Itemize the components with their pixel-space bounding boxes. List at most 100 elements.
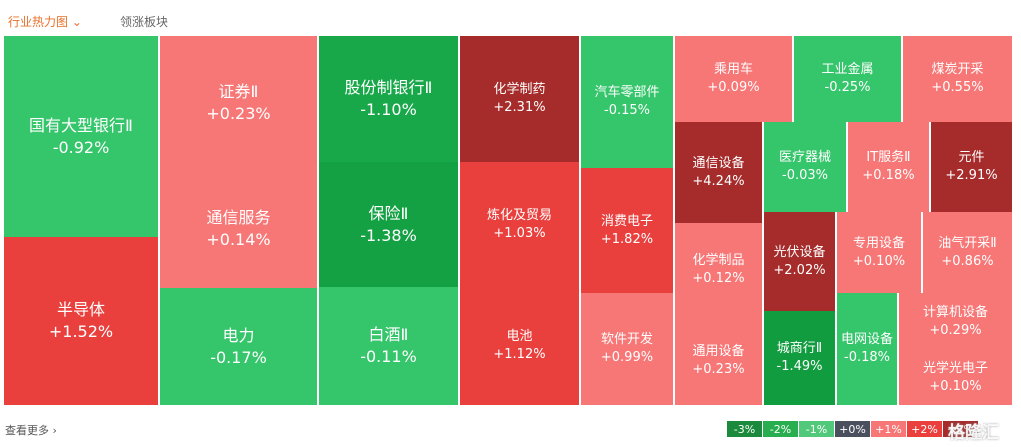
tile[interactable]: 城商行Ⅱ -1.49%	[764, 311, 835, 405]
tile-name: 光学光电子	[922, 360, 988, 376]
tile[interactable]: 保险Ⅱ -1.38%	[319, 162, 458, 287]
tile-value: +0.99%	[600, 350, 654, 365]
legend-swatch: +0%	[835, 421, 870, 437]
tab-active[interactable]: 行业热力图 ⌄	[8, 15, 82, 29]
tile[interactable]: 光伏设备 +2.02%	[764, 212, 835, 311]
tile-name: 消费电子	[600, 213, 653, 229]
tile[interactable]: IT服务Ⅱ +0.18%	[848, 122, 929, 212]
tile-value: -1.38%	[360, 225, 417, 245]
legend-swatch: +1%	[871, 421, 906, 437]
tile[interactable]: 光学光电子 +0.10%	[899, 350, 1012, 405]
tile-name: 电力	[222, 325, 255, 345]
tile[interactable]: 医疗器械 -0.03%	[764, 122, 846, 212]
legend-swatch: -1%	[799, 421, 834, 437]
tile-value: -0.15%	[604, 103, 650, 118]
tile[interactable]: 证券Ⅱ +0.23%	[160, 36, 317, 170]
tile-name: 半导体	[56, 300, 105, 320]
tab[interactable]: 领涨板块	[120, 15, 169, 29]
tile-value: -0.11%	[360, 347, 417, 366]
tile[interactable]: 国有大型银行Ⅱ -0.92%	[4, 36, 158, 237]
tile-value: +1.12%	[493, 347, 546, 362]
tile[interactable]: 电池 +1.12%	[460, 287, 579, 405]
tile-name: IT服务Ⅱ	[866, 150, 911, 166]
tile-name: 计算机设备	[922, 304, 988, 320]
tile-value: +0.14%	[206, 230, 271, 249]
tile[interactable]: 化学制药 +2.31%	[460, 36, 579, 162]
tile-name: 电网设备	[840, 332, 893, 348]
tile[interactable]: 汽车零部件 -0.15%	[581, 36, 673, 168]
tile-value: -0.25%	[824, 80, 871, 95]
tile[interactable]: 计算机设备 +0.29%	[899, 293, 1012, 350]
tile[interactable]: 炼化及贸易 +1.03%	[460, 162, 579, 287]
tile-name: 通信设备	[692, 155, 745, 171]
tile-name: 煤炭开采	[931, 62, 984, 78]
tile-value: -0.17%	[210, 347, 267, 367]
tile-name: 乘用车	[713, 62, 753, 78]
tile-name: 专用设备	[852, 235, 905, 251]
tile[interactable]: 元件 +2.91%	[931, 122, 1012, 212]
tile-name: 通用设备	[692, 343, 745, 359]
tile[interactable]: 电网设备 -0.18%	[837, 293, 897, 405]
tile[interactable]: 软件开发 +0.99%	[581, 293, 673, 405]
tile-name: 白酒Ⅱ	[368, 325, 409, 345]
tab-label: 行业热力图	[8, 15, 69, 29]
tile[interactable]: 油气开采Ⅱ +0.86%	[923, 212, 1012, 293]
tile-name: 油气开采Ⅱ	[938, 235, 997, 251]
tile[interactable]: 通信设备 +4.24%	[675, 122, 762, 223]
tile-name: 炼化及贸易	[486, 207, 552, 223]
tile-value: +0.09%	[707, 80, 760, 95]
tile-name: 化学制品	[692, 252, 745, 268]
tile[interactable]: 半导体 +1.52%	[4, 237, 158, 405]
tile-value: +1.52%	[48, 322, 114, 341]
tile-value: +2.31%	[493, 100, 546, 115]
tile[interactable]: 工业金属 -0.25%	[794, 36, 901, 122]
tile-value: +0.23%	[692, 361, 745, 377]
tile-name: 股份制银行Ⅱ	[344, 78, 433, 98]
tile-name: 光伏设备	[773, 244, 826, 260]
tile[interactable]: 化学制品 +0.12%	[675, 223, 762, 316]
legend-swatch: +2%	[907, 421, 942, 437]
tile[interactable]: 股份制银行Ⅱ -1.10%	[319, 36, 458, 162]
tile-value: -0.18%	[844, 350, 890, 365]
tile[interactable]: 白酒Ⅱ -0.11%	[319, 287, 458, 405]
tile-value: +0.23%	[206, 104, 271, 123]
tile-name: 元件	[958, 150, 985, 166]
legend-swatch: -2%	[763, 421, 798, 437]
tile-value: +4.24%	[692, 173, 745, 189]
tile-name: 软件开发	[600, 332, 653, 348]
tile-value: +2.91%	[945, 168, 998, 183]
legend-swatch: -3%	[727, 421, 762, 437]
more-link[interactable]: 查看更多 ›	[5, 424, 57, 437]
tile-name: 城商行Ⅱ	[776, 341, 823, 357]
tile-name: 保险Ⅱ	[368, 203, 409, 223]
tile-name: 证券Ⅱ	[218, 82, 259, 102]
tile[interactable]: 煤炭开采 +0.55%	[903, 36, 1012, 122]
tile-value: -1.10%	[360, 100, 417, 119]
tile-name: 电池	[506, 329, 533, 345]
legend-swatch: +3%	[943, 421, 978, 437]
tile-value: -1.49%	[776, 359, 823, 374]
tile-value: +1.82%	[600, 231, 654, 247]
tile-value: +0.10%	[852, 253, 906, 269]
tile-name: 通信服务	[206, 208, 271, 228]
tile[interactable]: 乘用车 +0.09%	[675, 36, 792, 122]
tile-name: 国有大型银行Ⅱ	[29, 115, 133, 135]
tile-value: +2.02%	[773, 262, 826, 278]
tile-value: +0.29%	[929, 322, 982, 338]
tile-name: 汽车零部件	[594, 85, 660, 101]
tile-name: 医疗器械	[778, 150, 831, 166]
tile-value: +1.03%	[493, 225, 546, 241]
tile-value: -0.03%	[782, 168, 828, 183]
tile[interactable]: 电力 -0.17%	[160, 288, 317, 405]
tile-value: +0.18%	[862, 168, 915, 183]
tile-name: 化学制药	[493, 82, 546, 98]
more-label: 查看更多	[5, 424, 49, 437]
tile[interactable]: 通用设备 +0.23%	[675, 316, 762, 405]
watermark: 格隆汇	[948, 423, 999, 443]
tile[interactable]: 专用设备 +0.10%	[837, 212, 921, 293]
tile[interactable]: 通信服务 +0.14%	[160, 170, 317, 288]
tile[interactable]: 消费电子 +1.82%	[581, 168, 673, 293]
tile-value: +0.55%	[931, 80, 984, 95]
tile-value: +0.12%	[692, 270, 745, 286]
tile-value: +0.10%	[929, 378, 982, 394]
